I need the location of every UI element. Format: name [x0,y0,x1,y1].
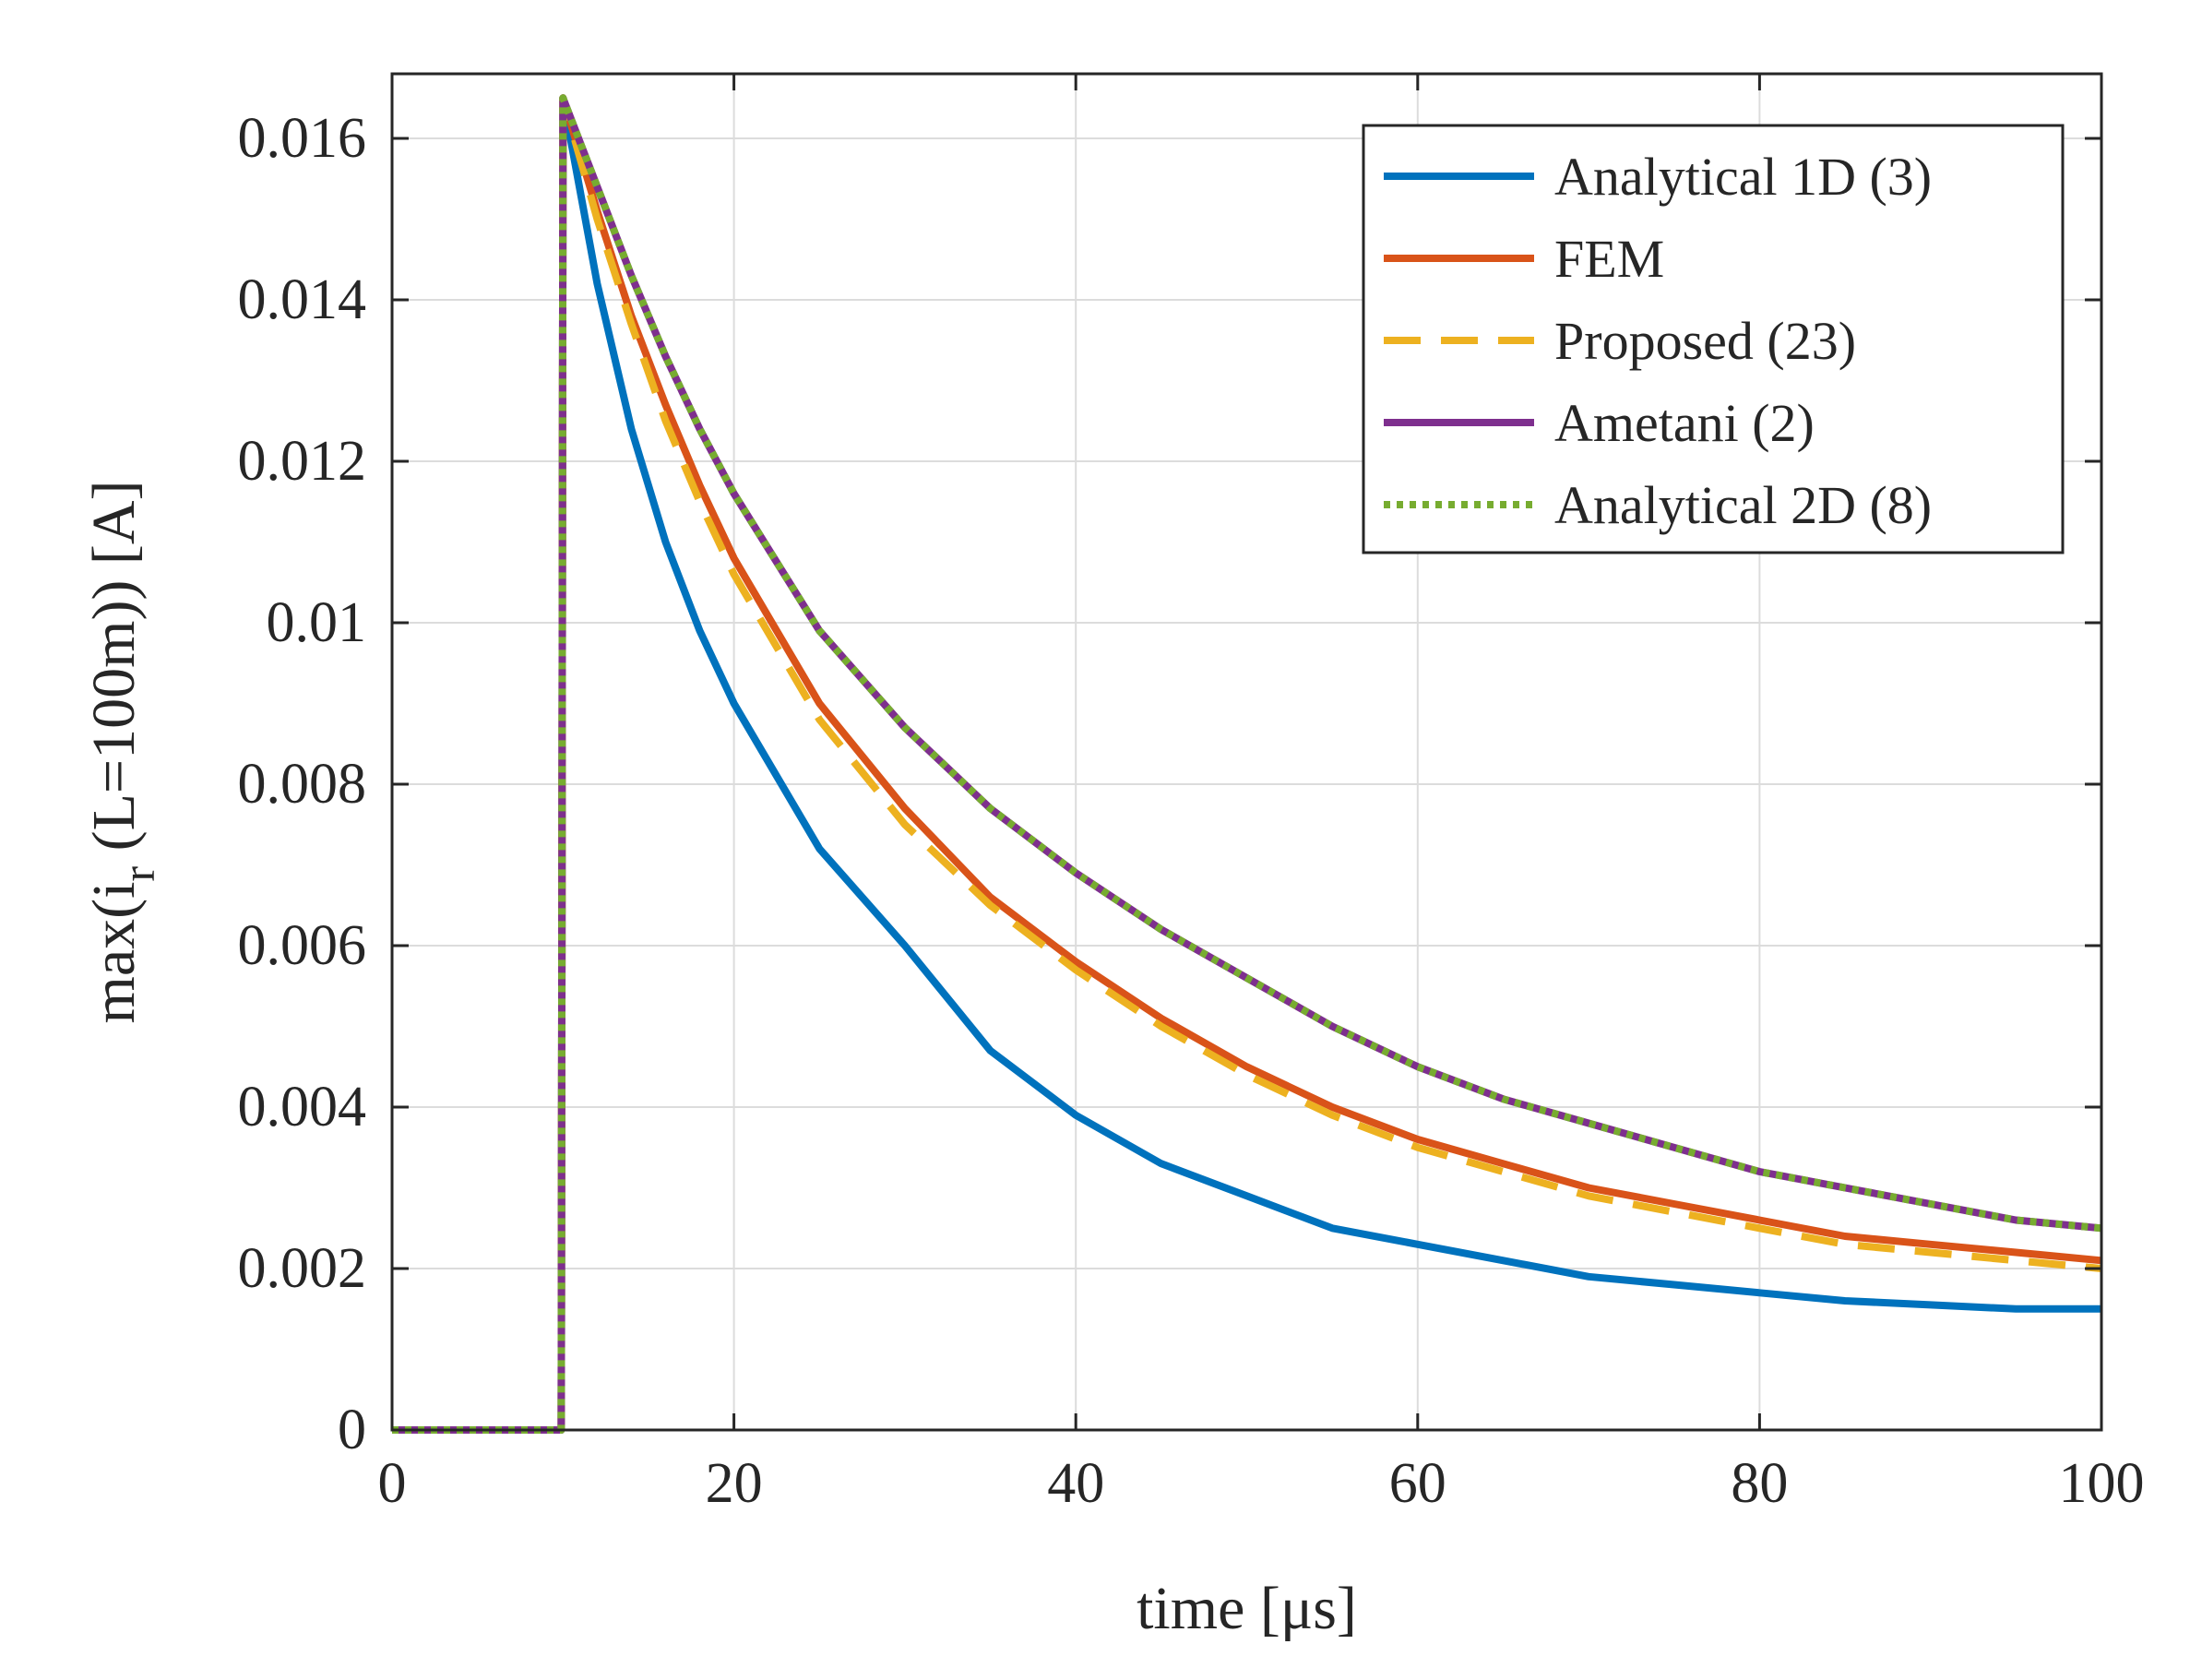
y-axis-label: max(ir (L=100m)) [A] [80,480,164,1023]
x-axis-label: time [μs] [1137,1575,1357,1642]
x-tick-label: 20 [706,1452,763,1515]
x-tick-label: 80 [1731,1452,1788,1515]
axes-frame [390,72,2103,1432]
y-tick-label: 0.01 [267,591,367,654]
legend-label-2: FEM [1554,229,1664,289]
x-tick-label: 60 [1389,1452,1446,1515]
y-tick-label: 0.008 [238,753,367,816]
legend-label-4: Ametani (2) [1554,393,1815,453]
legend-box [1362,124,2065,554]
series-line-3 [392,94,2102,1434]
series-line-2 [392,94,2102,1434]
legend: Analytical 1D (3) FEM Proposed (23) Ametani… [1362,124,2065,554]
grid [392,74,2101,1430]
series-group [392,94,2102,1434]
x-tick-label: 100 [2059,1452,2145,1515]
x-tick-label: 40 [1047,1452,1104,1515]
y-tick-label: 0.014 [238,268,367,331]
y-tick-label: 0 [338,1399,366,1461]
series-line-5 [392,94,2102,1434]
y-tick-label: 0.012 [238,430,367,493]
y-tick-label: 0.016 [238,107,367,170]
legend-label-3: Proposed (23) [1554,311,1856,371]
legend-label-1: Analytical 1D (3) [1554,147,1932,207]
y-tick-label: 0.006 [238,914,367,977]
x-tick-label: 0 [378,1452,407,1515]
ticks: 0 20 40 60 80 100 0 0.002 0.004 0.006 0.008 0.01 0.0… [238,74,2145,1515]
y-tick-label: 0.002 [238,1237,367,1300]
y-tick-label: 0.004 [238,1076,367,1138]
legend-label-5: Analytical 2D (8) [1554,475,1932,535]
series-line-1 [392,94,2101,1434]
